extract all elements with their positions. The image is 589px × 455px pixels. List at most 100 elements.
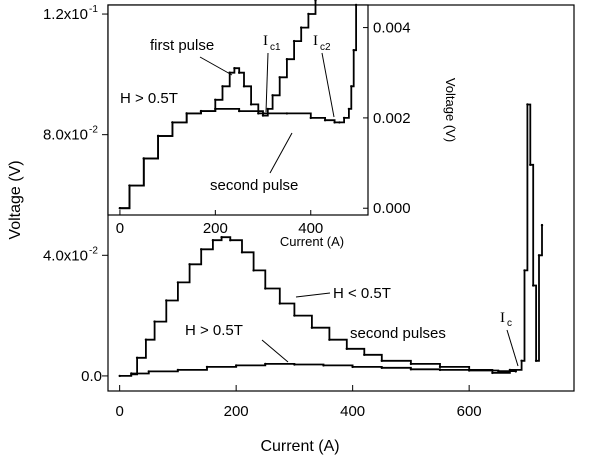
main-point-h-0-5t (409, 368, 413, 371)
inset-point-second-pulse (214, 107, 217, 111)
main-point-h-0-5t (380, 366, 383, 369)
inset-point-first-pulse (266, 107, 269, 111)
main-point-h-0-5t (240, 251, 244, 254)
main-point-h-0-5t (380, 359, 383, 362)
main-y-tick-label: 8.0x10 (43, 127, 88, 144)
main-point-h-0-5t (293, 363, 296, 366)
main-point-h-0-5t (176, 281, 180, 284)
main-point-h-0-5t (176, 368, 180, 372)
svg-text:c2: c2 (320, 42, 331, 53)
inset-point-second-pulse (199, 109, 203, 113)
inset-point-second-pulse (128, 184, 131, 187)
main-point-h-0-5t (188, 263, 191, 266)
main-point-h-0-5t (293, 314, 296, 317)
inset-point-second-pulse (171, 121, 174, 124)
inset-point-first-pulse (278, 76, 281, 79)
main-point-h-0-5t (147, 370, 150, 373)
inset-point-second-pulse (347, 107, 351, 111)
main-y-tick-exponent: -1 (89, 4, 98, 15)
annotation-h-low: H < 0.5T (333, 285, 391, 302)
main-point-h-0-5t (409, 362, 413, 366)
inset-annotations: first pulse I c1 I c2 H > 0.5T second pu… (120, 33, 335, 194)
inset-x-tick-label: 0 (116, 220, 124, 237)
annotation-h-high: H > 0.5T (185, 322, 243, 339)
inset-point-second-pulse (323, 119, 327, 122)
inset-point-second-pulse (309, 116, 312, 120)
annotation-ic2: I c2 (313, 33, 331, 53)
main-point-h-0-5t (438, 365, 442, 369)
main-point-h-0-5t (526, 103, 529, 106)
main-point-h-0-5t (165, 299, 168, 302)
annotation-h-high-arrow (261, 339, 289, 363)
svg-text:I: I (313, 33, 318, 49)
main-point-h-0-5t (532, 284, 535, 287)
inset-point-second-pulse (238, 109, 241, 113)
inset-point-first-pulse (221, 85, 224, 88)
main-point-h-0-5t (328, 338, 331, 341)
inset-point-second-pulse (333, 121, 336, 124)
main-point-h-0-5t (211, 239, 215, 242)
main-y-axis-title: Voltage (V) (7, 160, 24, 239)
main-point-h-0-5t (534, 359, 538, 362)
svg-text:I: I (263, 33, 268, 49)
main-point-h-0-5t (130, 372, 133, 375)
main-point-h-0-5t (497, 369, 500, 373)
inset-point-first-pulse (285, 58, 289, 61)
inset-point-second-pulse (185, 112, 188, 115)
main-y-tick-label: 1.2x10 (43, 6, 88, 23)
main-point-h-0-5t (529, 163, 532, 166)
main-x-axis-title: Current (A) (260, 438, 339, 455)
main-point-h-0-5t (363, 353, 366, 356)
annotation-second-pulse-arrow (269, 132, 293, 174)
main-point-h-0-5t (252, 269, 255, 272)
inset-point-first-pulse (214, 98, 217, 102)
main-point-h-0-5t (264, 362, 267, 366)
annotation-ic: I c (500, 310, 512, 329)
main-point-h-0-5t (153, 320, 156, 323)
svg-text:c1: c1 (270, 42, 281, 53)
inset-point-first-pulse (242, 85, 246, 88)
main-series-h-0-5t (131, 103, 543, 376)
inset-point-first-pulse (300, 26, 303, 29)
main-point-h-0-5t (438, 368, 442, 372)
inset-plot-frame (107, 4, 369, 216)
main-x-tick-label: 400 (340, 403, 365, 420)
main-point-h-0-5t (205, 365, 209, 369)
inset-y-tick-label: 0.004 (373, 20, 411, 37)
svg-text:c: c (507, 318, 512, 329)
annotation-ic2-arrow (321, 52, 335, 118)
main-point-h-0-5t (229, 239, 232, 242)
inset-point-first-pulse (238, 71, 241, 74)
inset-point-first-pulse (257, 112, 260, 115)
annotation-second-pulses: second pulses (350, 325, 446, 342)
inset-point-second-pulse (261, 112, 265, 115)
main-point-h-0-5t (540, 223, 544, 227)
inset-point-first-pulse (314, 0, 317, 2)
main-point-h-0-5t (514, 370, 517, 373)
inset-point-second-pulse (342, 116, 346, 120)
main-point-h-0-5t (520, 359, 523, 362)
annotation-inset-h-high: H > 0.5T (120, 90, 178, 107)
main-point-h-0-5t (200, 248, 203, 251)
main-point-h-0-5t (220, 236, 223, 239)
inset-point-second-pulse (354, 3, 358, 7)
inset-x-tick-label: 400 (298, 220, 323, 237)
main-point-h-0-5t (264, 287, 267, 290)
main-point-h-0-5t (144, 338, 148, 341)
main-point-h-0-5t (118, 374, 121, 378)
inset-point-second-pulse (142, 157, 145, 160)
main-point-h-0-5t (235, 364, 238, 367)
inset-point-second-pulse (350, 85, 353, 88)
inset-point-first-pulse (292, 39, 296, 43)
main-annotations: H < 0.5T H > 0.5T second pulses I c (185, 285, 519, 367)
annotation-first-pulse: first pulse (150, 37, 214, 54)
main-point-h-0-5t (135, 356, 139, 359)
inset-y-axis-title: Voltage (V) (443, 78, 458, 142)
main-x-tick-label: 600 (457, 403, 482, 420)
inset-x-tick-label: 200 (203, 220, 228, 237)
main-x-tick-label: 200 (224, 403, 249, 420)
annotation-ic-arrow (506, 329, 519, 367)
main-y-tick-exponent: -2 (89, 245, 98, 256)
main-point-h-0-5t (322, 364, 325, 367)
